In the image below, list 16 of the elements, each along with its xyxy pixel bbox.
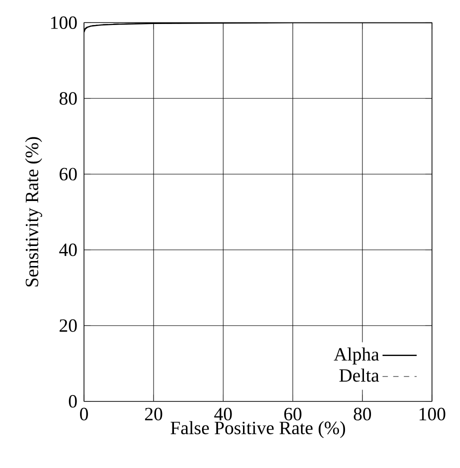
x-tick-label: 80 — [354, 408, 372, 420]
legend-label: Alpha — [334, 348, 380, 364]
x-tick-label: 100 — [420, 408, 446, 420]
y-tick-label: 20 — [60, 319, 77, 332]
y-tick-label: 40 — [59, 244, 77, 256]
legend-label: Delta — [339, 368, 380, 382]
y-tick-label: 0 — [68, 395, 77, 408]
x-axis-title: False Positive Rate (%) — [170, 421, 346, 438]
y-tick-label: 100 — [51, 16, 77, 29]
x-tick-label: 40 — [214, 408, 232, 420]
y-tick-label: 80 — [60, 92, 77, 105]
x-tick-label: 0 — [80, 408, 88, 420]
y-tick-label: 60 — [60, 168, 77, 180]
x-tick-label: 20 — [145, 408, 162, 420]
x-tick-label: 60 — [284, 408, 302, 420]
y-axis-title: Sensitivity Rate (%) — [25, 137, 42, 286]
